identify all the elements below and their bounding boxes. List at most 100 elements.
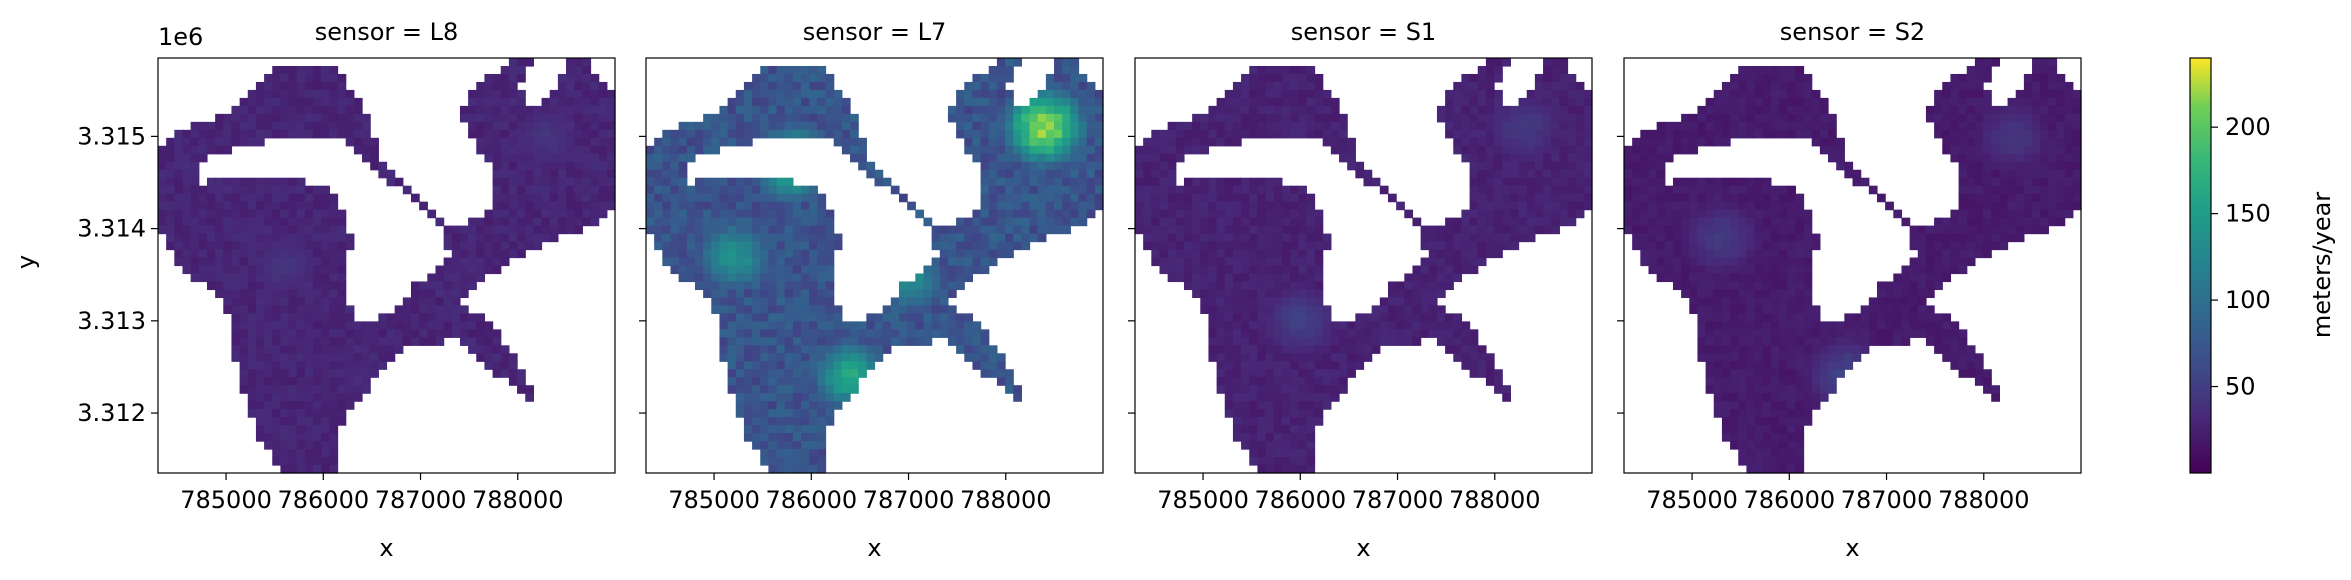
heatmap-cell: [1224, 385, 1234, 394]
heatmap-cell: [1746, 313, 1756, 322]
heatmap-cell: [1705, 265, 1715, 275]
heatmap-cell: [215, 113, 224, 123]
heatmap-cell: [727, 361, 737, 370]
heatmap-cell: [427, 273, 437, 283]
heatmap-cell: [743, 137, 753, 147]
heatmap-cell: [817, 409, 827, 418]
heatmap-cell: [727, 217, 737, 227]
heatmap-cell: [598, 209, 608, 219]
heatmap-cell: [255, 121, 265, 131]
heatmap-cell: [329, 273, 339, 283]
heatmap-cell: [1062, 58, 1071, 67]
heatmap-cell: [1314, 249, 1324, 259]
heatmap-cell: [1942, 105, 1952, 115]
heatmap-cell: [784, 217, 794, 227]
heatmap-cell: [190, 233, 200, 243]
heatmap-cell: [1721, 257, 1731, 267]
heatmap-cell: [809, 305, 818, 314]
heatmap-cell: [231, 233, 241, 243]
heatmap-cell: [1909, 281, 1919, 291]
heatmap-cell: [833, 241, 843, 251]
heatmap-cell: [1754, 201, 1764, 211]
heatmap-cell: [206, 193, 216, 203]
heatmap-cell: [1037, 153, 1047, 163]
heatmap-cell: [1249, 433, 1259, 442]
heatmap-cell: [841, 345, 851, 354]
heatmap-cell: [907, 313, 916, 322]
heatmap-cell: [1705, 337, 1715, 346]
heatmap-cell: [158, 177, 167, 187]
heatmap-cell: [1958, 257, 1968, 267]
heatmap-cell: [1037, 89, 1047, 99]
heatmap-cell: [1656, 265, 1666, 275]
heatmap-cell: [1828, 321, 1837, 330]
heatmap-cell: [337, 273, 347, 283]
heatmap-cell: [1045, 169, 1055, 179]
heatmap-cell: [517, 65, 526, 75]
heatmap-cell: [206, 209, 216, 219]
heatmap-cell: [1281, 89, 1291, 99]
heatmap-cell: [337, 353, 347, 362]
heatmap-cell: [923, 297, 933, 306]
heatmap-cell: [1281, 209, 1291, 219]
heatmap-cell: [370, 161, 379, 171]
heatmap-cell: [752, 393, 761, 402]
heatmap-cell: [1159, 185, 1169, 195]
heatmap-cell: [1037, 105, 1047, 115]
heatmap-cell: [304, 289, 314, 299]
heatmap-cell: [1045, 209, 1055, 219]
heatmap-cell: [743, 97, 753, 107]
heatmap-cell: [1689, 145, 1699, 155]
heatmap-cell: [1322, 337, 1332, 346]
heatmap-cell: [735, 257, 745, 267]
heatmap-cell: [850, 329, 859, 338]
heatmap-cell: [801, 65, 810, 75]
heatmap-cell: [451, 281, 461, 291]
heatmap-cell: [1713, 401, 1723, 410]
heatmap-cell: [492, 249, 502, 259]
heatmap-cell: [1224, 297, 1234, 306]
heatmap-cell: [1273, 177, 1283, 187]
heatmap-cell: [1290, 345, 1299, 354]
heatmap-cell: [646, 193, 655, 203]
heatmap-cell: [1754, 361, 1764, 370]
heatmap-cell: [1445, 281, 1454, 291]
heatmap-cell: [752, 377, 761, 386]
heatmap-cell: [174, 249, 184, 259]
heatmap-cell: [459, 241, 469, 251]
heatmap-cell: [1445, 129, 1454, 139]
heatmap-cell: [476, 121, 486, 131]
heatmap-cell: [898, 313, 908, 322]
heatmap-cell: [1005, 193, 1014, 203]
heatmap-cell: [337, 361, 347, 370]
heatmap-cell: [500, 353, 510, 362]
heatmap-cell: [484, 345, 494, 354]
heatmap-cell: [1526, 233, 1536, 243]
heatmap-cell: [223, 217, 233, 227]
heatmap-cell: [1298, 457, 1307, 466]
heatmap-cell: [1730, 97, 1739, 107]
heatmap-cell: [566, 225, 575, 235]
heatmap-cell: [1730, 193, 1739, 203]
heatmap-cell: [1281, 457, 1291, 466]
heatmap-cell: [752, 305, 761, 314]
heatmap-cell: [492, 241, 502, 251]
heatmap-cell: [1787, 329, 1796, 338]
heatmap-cell: [1485, 361, 1495, 370]
heatmap-cell: [264, 105, 273, 115]
heatmap-cell: [606, 201, 616, 211]
heatmap-cell: [264, 281, 273, 291]
heatmap-cell: [313, 313, 322, 322]
heatmap-cell: [255, 201, 265, 211]
heatmap-cell: [174, 129, 184, 139]
heatmap-cell: [1754, 401, 1764, 410]
heatmap-cell: [484, 337, 494, 346]
heatmap-cell: [484, 265, 494, 275]
heatmap-cell: [760, 257, 770, 267]
heatmap-cell: [1257, 361, 1267, 370]
heatmap-cell: [743, 225, 753, 235]
heatmap-cell: [557, 81, 567, 91]
heatmap-cell: [590, 217, 600, 227]
heatmap-cell: [574, 121, 583, 131]
heatmap-cell: [223, 145, 233, 155]
